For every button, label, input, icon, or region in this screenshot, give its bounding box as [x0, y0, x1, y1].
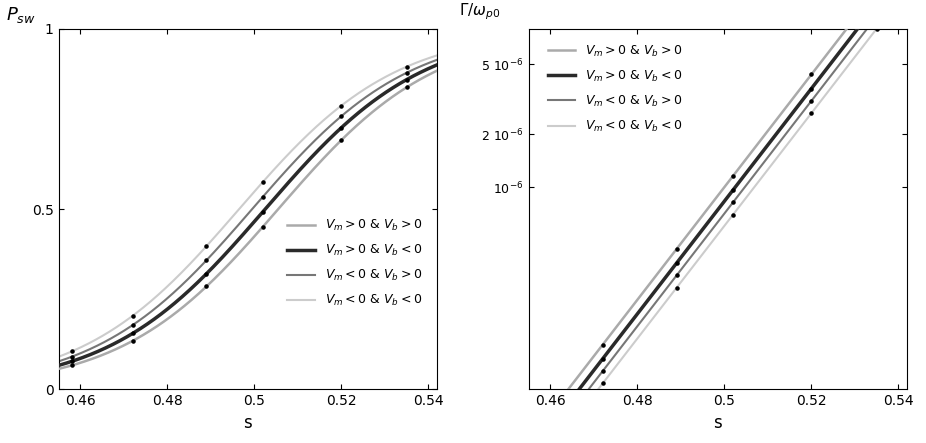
- Y-axis label: $\Gamma/\omega_{p0}$: $\Gamma/\omega_{p0}$: [459, 1, 500, 22]
- $V_m>0$ & $V_b>0$: [728, 173, 739, 178]
- $V_m<0$ & $V_b>0$: [432, 57, 443, 62]
- $V_m<0$ & $V_b>0$: [235, 220, 246, 225]
- $V_m>0$ & $V_b>0$: [833, 36, 845, 42]
- Y-axis label: $P_{sw}$: $P_{sw}$: [6, 5, 36, 25]
- $V_m<0$ & $V_b<0$: [53, 354, 64, 359]
- Line: $V_m>0$ & $V_b>0$: $V_m>0$ & $V_b>0$: [58, 71, 437, 369]
- $V_m>0$ & $V_b<0$: [279, 185, 290, 190]
- $V_m>0$ & $V_b>0$: [432, 68, 443, 74]
- X-axis label: s: s: [244, 414, 252, 432]
- $V_m>0$ & $V_b>0$: [705, 202, 716, 207]
- $V_m>0$ & $V_b<0$: [703, 219, 714, 225]
- $V_m<0$ & $V_b>0$: [257, 194, 269, 199]
- $V_m>0$ & $V_b>0$: [703, 205, 714, 210]
- $V_m<0$ & $V_b<0$: [728, 211, 739, 217]
- $V_m>0$ & $V_b>0$: [53, 366, 64, 372]
- $V_m>0$ & $V_b>0$: [257, 224, 269, 229]
- $V_m<0$ & $V_b>0$: [833, 63, 845, 68]
- $V_m>0$ & $V_b<0$: [432, 62, 443, 67]
- Line: $V_m>0$ & $V_b<0$: $V_m>0$ & $V_b<0$: [529, 0, 907, 443]
- $V_m<0$ & $V_b>0$: [422, 61, 433, 66]
- $V_m<0$ & $V_b<0$: [748, 185, 759, 190]
- $V_m>0$ & $V_b>0$: [363, 113, 374, 118]
- $V_m>0$ & $V_b<0$: [833, 51, 845, 56]
- $V_m<0$ & $V_b<0$: [422, 56, 433, 61]
- $V_m>0$ & $V_b<0$: [257, 209, 269, 214]
- $V_m<0$ & $V_b<0$: [363, 84, 374, 89]
- $V_m<0$ & $V_b>0$: [703, 232, 714, 237]
- Line: $V_m<0$ & $V_b<0$: $V_m<0$ & $V_b<0$: [58, 55, 437, 357]
- $V_m<0$ & $V_b>0$: [705, 229, 716, 234]
- $V_m<0$ & $V_b<0$: [432, 53, 443, 58]
- Legend: $V_m>0$ & $V_b>0$, $V_m>0$ & $V_b<0$, $V_m<0$ & $V_b>0$, $V_m<0$ & $V_b<0$: $V_m>0$ & $V_b>0$, $V_m>0$ & $V_b<0$, $V…: [282, 213, 427, 313]
- $V_m<0$ & $V_b<0$: [279, 156, 290, 162]
- $V_m>0$ & $V_b>0$: [523, 438, 534, 443]
- $V_m>0$ & $V_b>0$: [279, 200, 290, 206]
- $V_m<0$ & $V_b<0$: [232, 207, 244, 213]
- $V_m<0$ & $V_b<0$: [235, 205, 246, 210]
- $V_m>0$ & $V_b<0$: [232, 237, 244, 242]
- $V_m<0$ & $V_b>0$: [53, 359, 64, 364]
- $V_m>0$ & $V_b<0$: [748, 160, 759, 166]
- X-axis label: s: s: [714, 414, 722, 432]
- $V_m>0$ & $V_b<0$: [705, 216, 716, 222]
- $V_m<0$ & $V_b<0$: [703, 244, 714, 249]
- Line: $V_m<0$ & $V_b>0$: $V_m<0$ & $V_b>0$: [58, 60, 437, 361]
- $V_m>0$ & $V_b>0$: [232, 252, 244, 257]
- $V_m>0$ & $V_b>0$: [422, 73, 433, 78]
- $V_m<0$ & $V_b<0$: [833, 75, 845, 80]
- $V_m<0$ & $V_b<0$: [705, 241, 716, 246]
- $V_m<0$ & $V_b<0$: [257, 179, 269, 184]
- $V_m>0$ & $V_b<0$: [422, 66, 433, 71]
- $V_m>0$ & $V_b>0$: [748, 146, 759, 152]
- $V_m<0$ & $V_b>0$: [279, 171, 290, 176]
- $V_m<0$ & $V_b>0$: [728, 199, 739, 205]
- $V_m<0$ & $V_b>0$: [363, 93, 374, 98]
- $V_m<0$ & $V_b<0$: [893, 0, 904, 4]
- $V_m>0$ & $V_b>0$: [235, 249, 246, 254]
- Legend: $V_m>0$ & $V_b>0$, $V_m>0$ & $V_b<0$, $V_m<0$ & $V_b>0$, $V_m<0$ & $V_b<0$: $V_m>0$ & $V_b>0$, $V_m>0$ & $V_b<0$, $V…: [543, 39, 687, 139]
- Line: $V_m>0$ & $V_b>0$: $V_m>0$ & $V_b>0$: [529, 0, 907, 440]
- $V_m<0$ & $V_b>0$: [748, 173, 759, 178]
- Line: $V_m<0$ & $V_b<0$: $V_m<0$ & $V_b<0$: [529, 0, 907, 443]
- $V_m>0$ & $V_b<0$: [363, 102, 374, 107]
- $V_m>0$ & $V_b<0$: [235, 234, 246, 240]
- Line: $V_m>0$ & $V_b<0$: $V_m>0$ & $V_b<0$: [58, 65, 437, 365]
- Line: $V_m<0$ & $V_b>0$: $V_m<0$ & $V_b>0$: [529, 0, 907, 443]
- $V_m<0$ & $V_b>0$: [232, 222, 244, 228]
- $V_m>0$ & $V_b<0$: [728, 187, 739, 192]
- $V_m>0$ & $V_b<0$: [53, 363, 64, 368]
